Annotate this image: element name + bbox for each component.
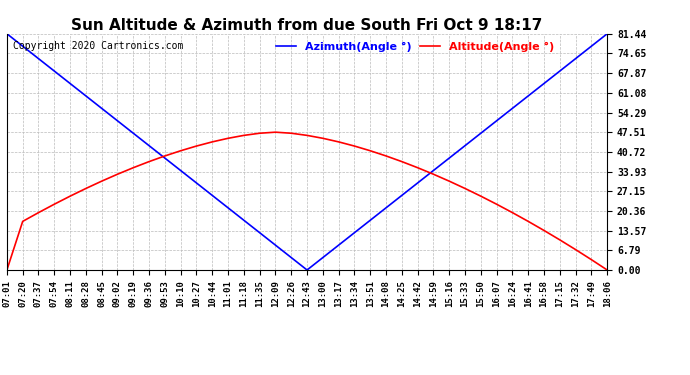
Text: Copyright 2020 Cartronics.com: Copyright 2020 Cartronics.com	[13, 41, 184, 51]
Title: Sun Altitude & Azimuth from due South Fri Oct 9 18:17: Sun Altitude & Azimuth from due South Fr…	[71, 18, 543, 33]
Legend: Azimuth(Angle °), Altitude(Angle °): Azimuth(Angle °), Altitude(Angle °)	[276, 42, 554, 52]
